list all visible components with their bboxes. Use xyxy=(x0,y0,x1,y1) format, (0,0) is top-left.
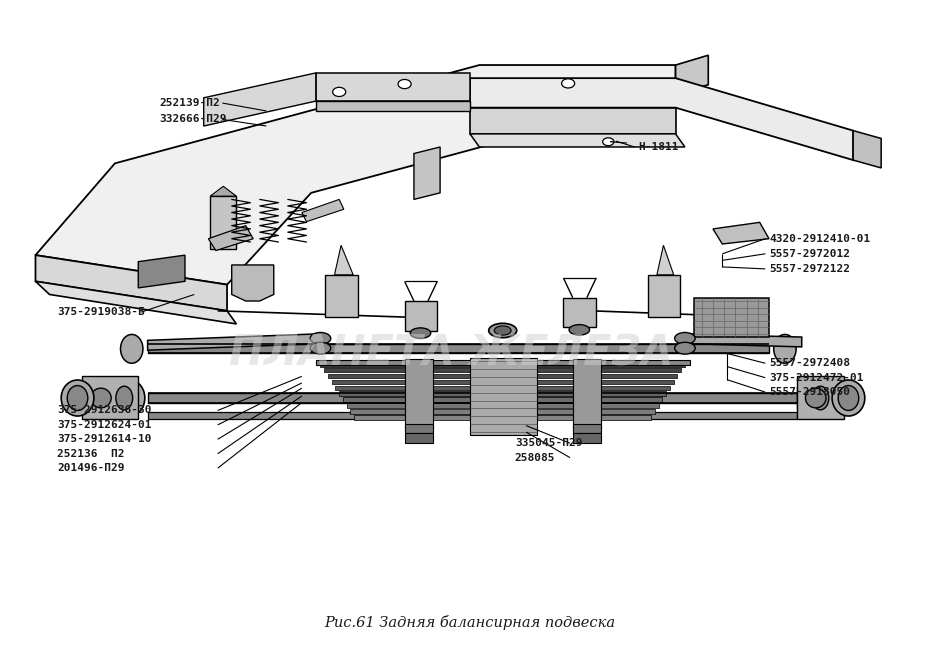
Ellipse shape xyxy=(310,332,331,344)
Text: 5557-2918050: 5557-2918050 xyxy=(769,387,850,397)
Ellipse shape xyxy=(61,380,94,416)
Polygon shape xyxy=(36,282,236,324)
Text: 5557-2972012: 5557-2972012 xyxy=(769,249,850,259)
Polygon shape xyxy=(232,265,274,301)
Text: 375-2912472-01: 375-2912472-01 xyxy=(769,373,864,383)
Polygon shape xyxy=(324,368,682,372)
Polygon shape xyxy=(354,415,651,420)
Text: 375-2912614-10: 375-2912614-10 xyxy=(57,434,151,444)
Polygon shape xyxy=(332,379,674,384)
Ellipse shape xyxy=(68,385,87,410)
Circle shape xyxy=(398,79,411,89)
Ellipse shape xyxy=(118,381,145,415)
Ellipse shape xyxy=(489,323,517,338)
Ellipse shape xyxy=(832,380,865,416)
Polygon shape xyxy=(713,222,769,244)
Ellipse shape xyxy=(569,325,589,335)
Polygon shape xyxy=(470,108,676,134)
Text: 5557-2972122: 5557-2972122 xyxy=(769,264,850,274)
Polygon shape xyxy=(209,225,253,251)
Text: 332666-П29: 332666-П29 xyxy=(160,114,227,124)
Polygon shape xyxy=(335,245,353,275)
Ellipse shape xyxy=(120,334,143,364)
Ellipse shape xyxy=(90,388,111,408)
Polygon shape xyxy=(648,275,681,317)
Polygon shape xyxy=(572,424,601,434)
Text: ПЛАНЕТА ЖЕЛЕЗА: ПЛАНЕТА ЖЕЛЕЗА xyxy=(229,332,673,374)
Ellipse shape xyxy=(116,386,133,410)
Ellipse shape xyxy=(838,385,859,410)
Polygon shape xyxy=(316,360,690,365)
Polygon shape xyxy=(211,186,236,196)
Text: Н-1811: Н-1811 xyxy=(638,142,679,152)
Polygon shape xyxy=(302,200,344,221)
Polygon shape xyxy=(138,255,185,288)
Ellipse shape xyxy=(675,332,696,344)
Ellipse shape xyxy=(812,386,829,410)
Polygon shape xyxy=(325,275,358,317)
Polygon shape xyxy=(404,424,432,434)
Polygon shape xyxy=(695,297,769,337)
Polygon shape xyxy=(211,196,236,249)
Ellipse shape xyxy=(806,388,826,408)
Polygon shape xyxy=(797,386,835,409)
Polygon shape xyxy=(470,78,854,160)
Polygon shape xyxy=(148,344,769,354)
Ellipse shape xyxy=(494,326,511,335)
Polygon shape xyxy=(572,434,601,444)
Polygon shape xyxy=(336,385,670,390)
Text: 335045-П29: 335045-П29 xyxy=(515,438,583,448)
Polygon shape xyxy=(148,393,797,403)
Polygon shape xyxy=(685,334,802,347)
Polygon shape xyxy=(343,397,663,402)
Polygon shape xyxy=(321,362,685,367)
Text: 252139-П2: 252139-П2 xyxy=(160,98,221,108)
Polygon shape xyxy=(404,301,437,330)
Text: 252136  П2: 252136 П2 xyxy=(57,449,124,459)
Polygon shape xyxy=(563,297,596,327)
Circle shape xyxy=(561,79,574,88)
Text: 375-2912624-01: 375-2912624-01 xyxy=(57,420,151,430)
Ellipse shape xyxy=(800,381,826,415)
Text: 5557-2972408: 5557-2972408 xyxy=(769,358,850,368)
Polygon shape xyxy=(36,65,676,285)
Polygon shape xyxy=(470,358,538,436)
Text: 201496-П29: 201496-П29 xyxy=(57,463,124,473)
Polygon shape xyxy=(36,255,227,311)
Polygon shape xyxy=(854,131,881,168)
Ellipse shape xyxy=(774,334,796,364)
Polygon shape xyxy=(339,391,666,396)
Polygon shape xyxy=(328,373,678,378)
Circle shape xyxy=(603,137,614,145)
Polygon shape xyxy=(347,403,659,408)
Polygon shape xyxy=(148,334,321,350)
Text: 4320-2912410-01: 4320-2912410-01 xyxy=(769,234,870,244)
Text: Рис.61 Задняя балансирная подвеска: Рис.61 Задняя балансирная подвеска xyxy=(324,615,616,630)
Polygon shape xyxy=(404,434,432,444)
Polygon shape xyxy=(676,56,708,95)
Polygon shape xyxy=(82,386,119,409)
Polygon shape xyxy=(351,409,655,414)
Ellipse shape xyxy=(310,342,331,354)
Ellipse shape xyxy=(410,328,431,338)
Polygon shape xyxy=(470,134,685,147)
Polygon shape xyxy=(316,101,470,111)
Polygon shape xyxy=(82,376,138,419)
Polygon shape xyxy=(204,73,316,126)
Text: 375-2912636-30: 375-2912636-30 xyxy=(57,405,151,416)
Polygon shape xyxy=(797,376,844,419)
Polygon shape xyxy=(316,73,470,101)
Polygon shape xyxy=(572,360,601,429)
Text: 375-2919038-Б: 375-2919038-Б xyxy=(57,307,145,317)
Polygon shape xyxy=(148,412,797,419)
Polygon shape xyxy=(404,360,432,429)
Ellipse shape xyxy=(675,342,696,354)
Polygon shape xyxy=(414,147,440,200)
Circle shape xyxy=(333,87,346,97)
Text: 258085: 258085 xyxy=(515,453,556,463)
Polygon shape xyxy=(657,245,674,275)
